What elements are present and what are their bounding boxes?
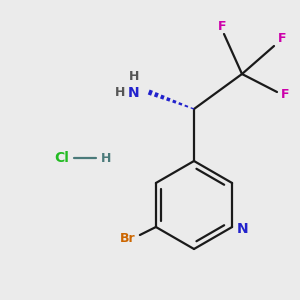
Text: Br: Br bbox=[120, 232, 136, 245]
Text: H: H bbox=[129, 70, 139, 83]
Text: F: F bbox=[281, 88, 289, 100]
Text: F: F bbox=[278, 32, 286, 44]
Text: H: H bbox=[115, 86, 125, 100]
Text: N: N bbox=[128, 86, 140, 100]
Text: N: N bbox=[236, 222, 248, 236]
Text: F: F bbox=[218, 20, 226, 32]
Text: Cl: Cl bbox=[55, 151, 69, 165]
Text: H: H bbox=[101, 152, 111, 164]
